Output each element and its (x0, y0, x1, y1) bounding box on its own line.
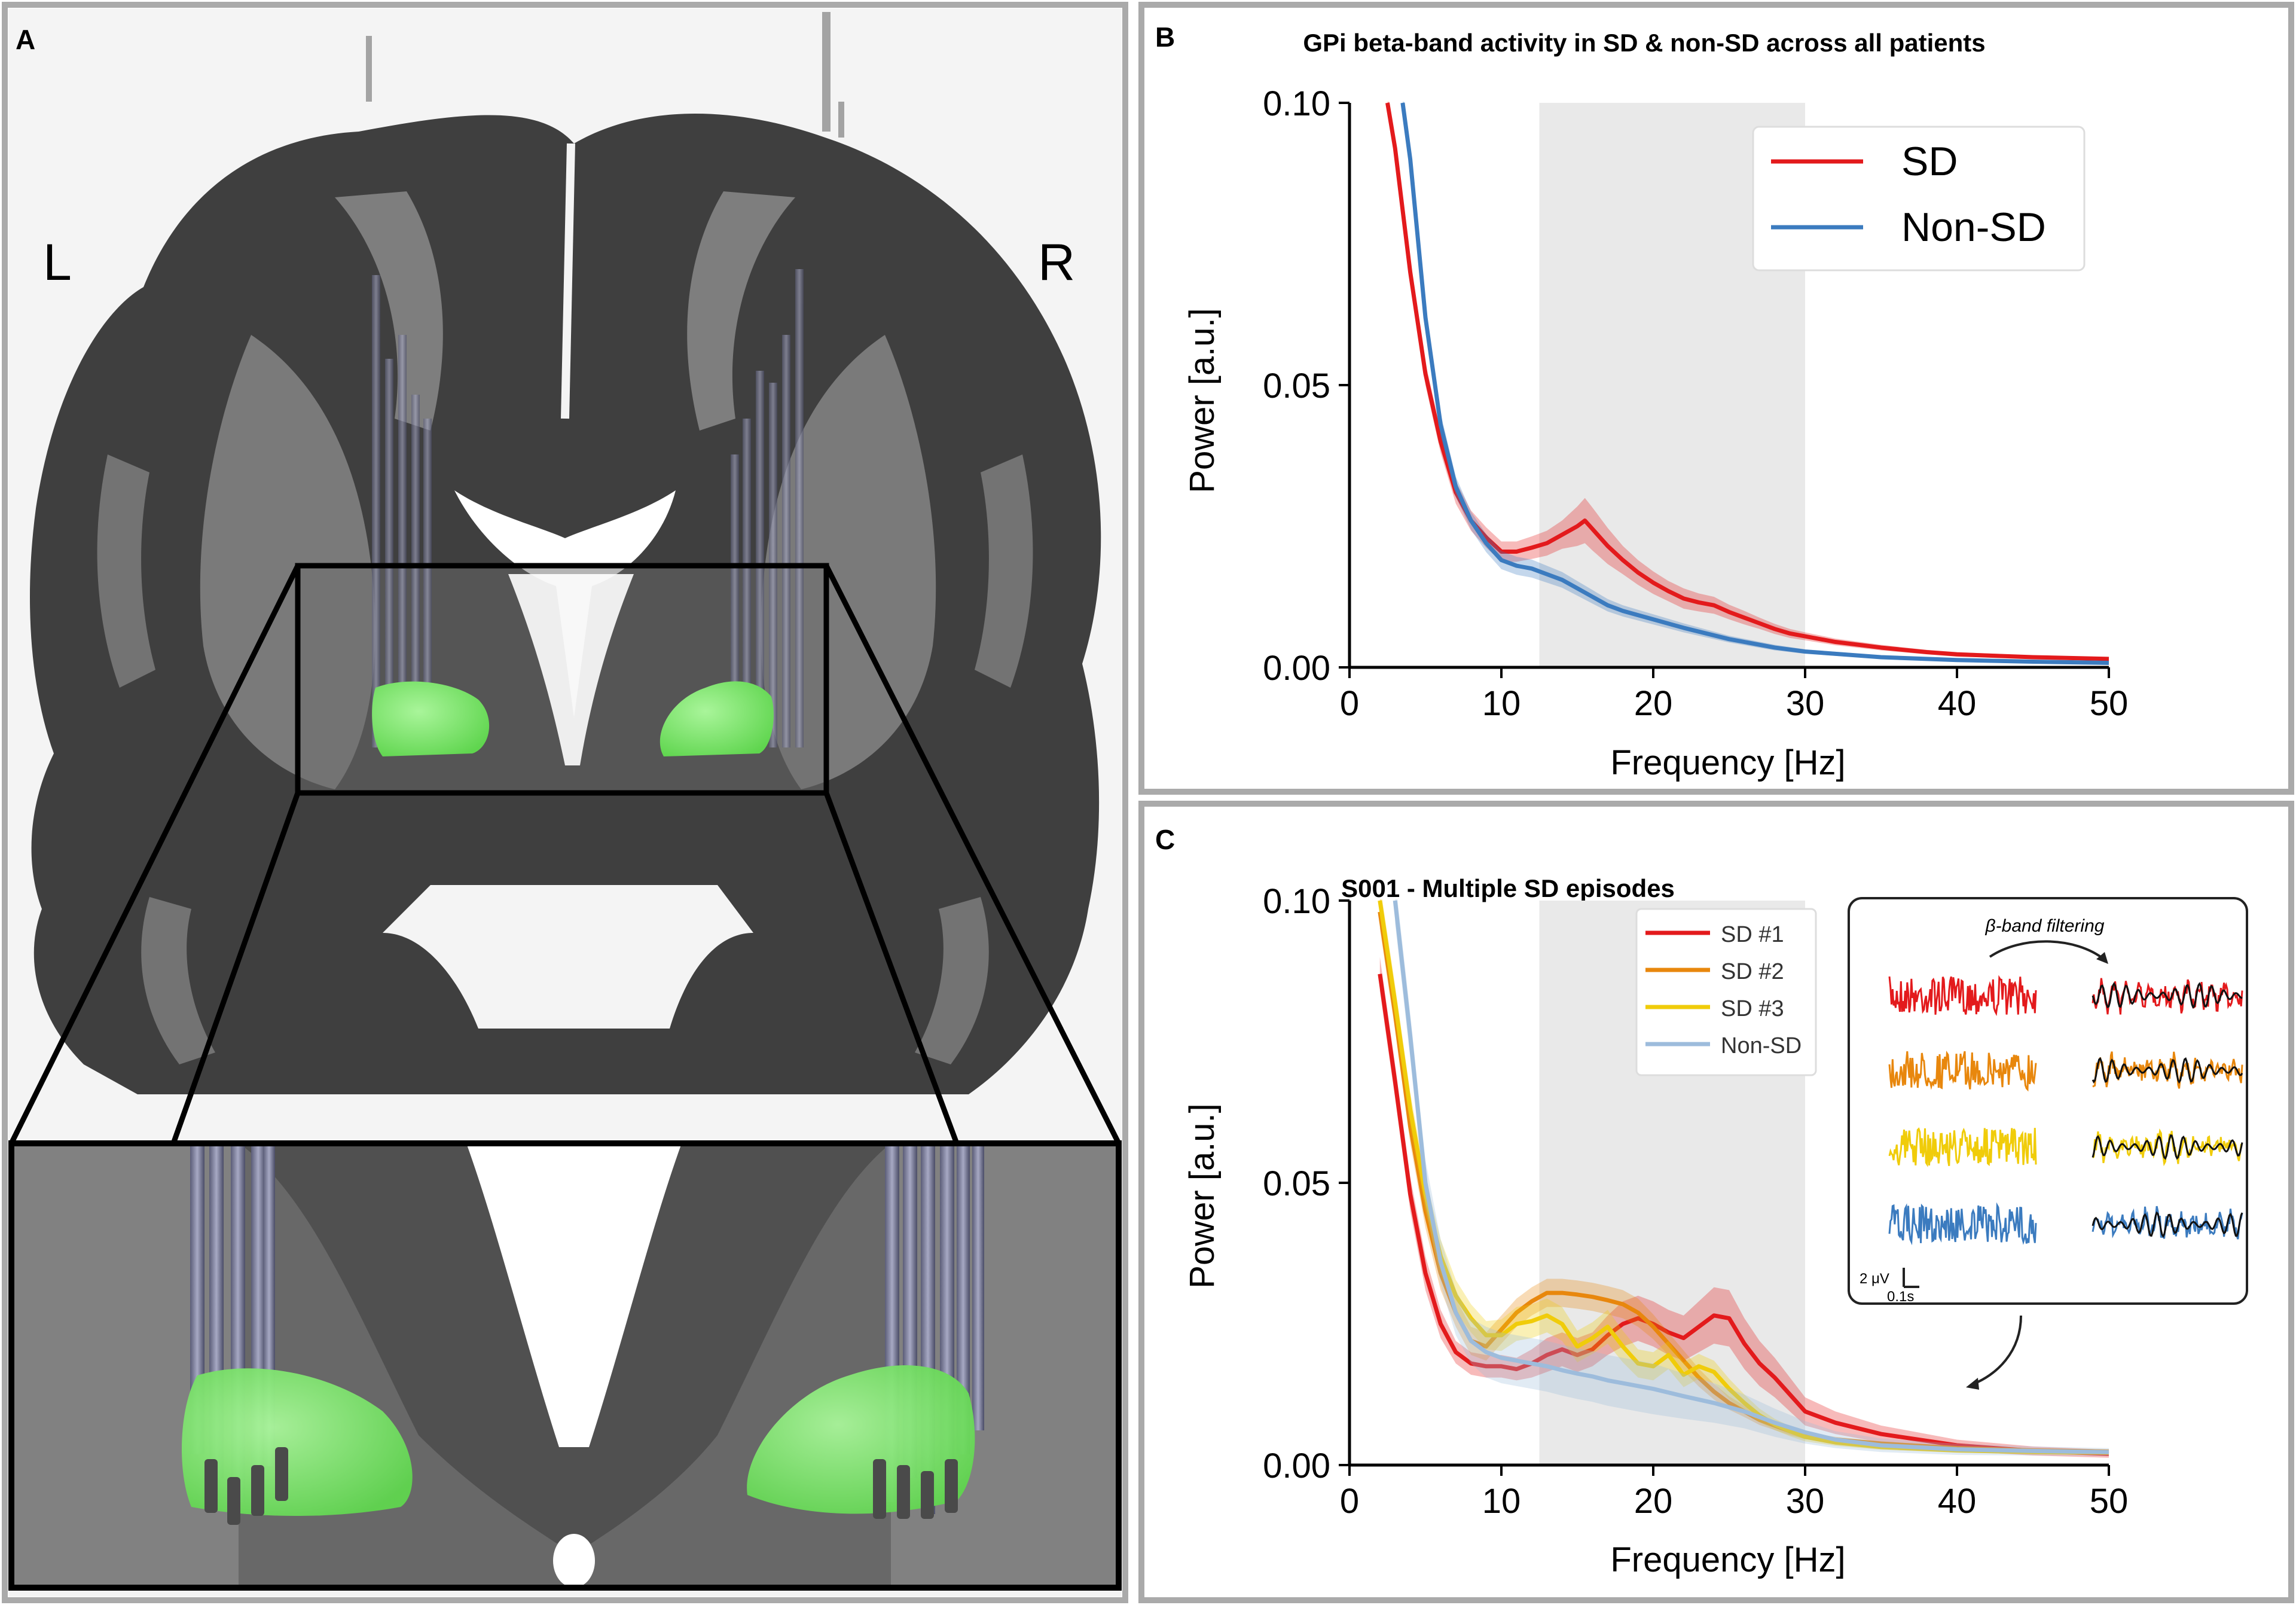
filtered-trace-base (2092, 1051, 2243, 1089)
chart-title: GPi beta-band activity in SD & non-SD ac… (1303, 29, 1985, 57)
series-line-sd-1 (1378, 974, 2109, 1456)
gpi-left-overview (372, 681, 490, 756)
electrodes-right-overview (731, 269, 804, 747)
ventricle-zoom (466, 1143, 682, 1447)
error-band-sd-3 (1379, 899, 2109, 1455)
y-tick-label: 0.00 (1263, 649, 1330, 688)
chart-title: S001 - Multiple SD episodes (1341, 874, 1675, 902)
y-tick-label: 0.10 (1263, 84, 1330, 123)
right-hemisphere-label: R (1038, 234, 1075, 291)
filtered-trace-beta (2092, 1134, 2243, 1160)
raw-trace (1888, 1202, 2037, 1246)
panel-c-chart: C S001 - Multiple SD episodes 0 10 20 30 40 5… (1155, 824, 2248, 1579)
series-line-non-sd (1393, 900, 2109, 1454)
x-tick-label: 10 (1482, 684, 1521, 723)
x-tick-label: 10 (1482, 1482, 1521, 1521)
filtered-trace-base (2092, 978, 2243, 1015)
legend-label-sd: SD (1901, 139, 1958, 184)
panel-b-chart: B GPi beta-band activity in SD & non-SD … (1155, 22, 2128, 782)
filtering-arrow (1989, 940, 2106, 961)
legend-label-sd2: SD #2 (1721, 959, 1784, 984)
legend-label-sd3: SD #3 (1721, 996, 1784, 1021)
plot-area-c: 0 10 20 30 40 50 0.00 0.05 0.10 (1263, 882, 2129, 1521)
x-tick-label: 20 (1634, 684, 1673, 723)
raw-trace (1888, 1127, 2037, 1167)
electrodes-left-overview (372, 275, 432, 747)
zoomed-gpi-inset (11, 1143, 1119, 1588)
gpi-right-overview (660, 681, 774, 756)
scalebar-h-label: 0.1s (1887, 1289, 1914, 1305)
x-tick-label: 0 (1340, 1482, 1359, 1521)
x-tick-label: 50 (2090, 1482, 2129, 1521)
legend-c: SD #1 SD #2 SD #3 Non-SD (1635, 908, 1817, 1076)
filtered-trace-beta (2092, 1211, 2243, 1238)
x-tick-label: 30 (1786, 684, 1825, 723)
beta-filtering-inset: β-band filtering 2 μV 0.1s (1848, 897, 2248, 1305)
x-tick-label: 0 (1340, 684, 1359, 723)
raw-trace (1888, 1051, 2037, 1092)
series-line-non-sd (1400, 102, 2109, 665)
y-tick-label: 0.10 (1263, 882, 1330, 921)
x-tick-label: 20 (1634, 1482, 1673, 1521)
legend-label-sd1: SD #1 (1721, 922, 1784, 947)
legend-b: SD Non-SD (1752, 126, 2086, 271)
error-band-sd (1387, 102, 2109, 661)
curved-pointer-arrow (1970, 1315, 2022, 1386)
scalebar-v-label: 2 μV (1860, 1271, 1889, 1287)
y-tick-label: 0.05 (1263, 1164, 1330, 1203)
inset-title: β-band filtering (1985, 916, 2105, 936)
panel-a-letter: A (16, 24, 35, 55)
gpi-right-zoom (747, 1365, 975, 1514)
panel-b-letter: B (1155, 22, 1175, 53)
y-tick-label: 0.00 (1263, 1447, 1330, 1485)
y-axis-label: Power [a.u.] (1183, 308, 1222, 493)
x-tick-label: 40 (1938, 1482, 1977, 1521)
filtered-trace-base (2092, 1206, 2243, 1240)
legend-label-non-sd: Non-SD (1901, 205, 2046, 250)
x-axis-label: Frequency [Hz] (1610, 1540, 1845, 1579)
zoom-region-box (295, 563, 829, 796)
x-tick-label: 40 (1938, 684, 1977, 723)
filtered-trace-base (2092, 1128, 2243, 1167)
x-tick-label: 30 (1786, 1482, 1825, 1521)
series-line-sd-3 (1378, 900, 2109, 1455)
zoomed-inset-frame (8, 1140, 1122, 1591)
legend-label-non-sd: Non-SD (1721, 1033, 1802, 1058)
x-tick-label: 50 (2090, 684, 2129, 723)
filtered-trace-beta (2092, 1057, 2243, 1084)
y-tick-label: 0.05 (1263, 367, 1330, 405)
raw-trace (1888, 975, 2037, 1017)
left-hemisphere-label: L (43, 234, 72, 291)
panel-c-letter: C (1155, 824, 1175, 855)
filtered-trace-beta (2092, 982, 2243, 1009)
x-axis-label: Frequency [Hz] (1610, 743, 1845, 782)
y-axis-label: Power [a.u.] (1183, 1103, 1222, 1288)
error-band-sd-1 (1379, 957, 2109, 1458)
